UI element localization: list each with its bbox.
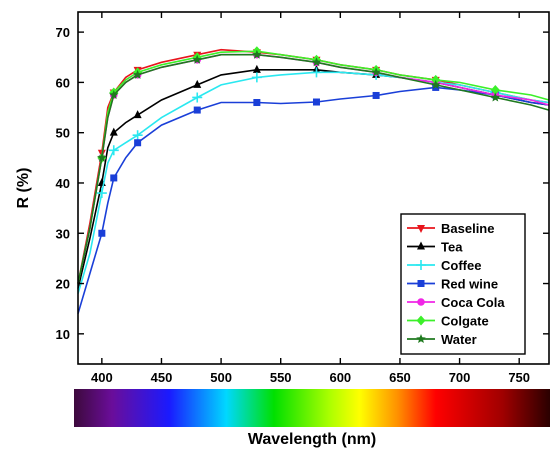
legend-item-red-wine: Red wine (407, 277, 498, 292)
data-point-red-wine (312, 98, 320, 106)
data-point-water (311, 57, 322, 67)
data-point-colgate (490, 84, 500, 95)
data-point-water (97, 152, 107, 162)
wavelength-color-bar (74, 389, 550, 427)
data-point-red-wine (134, 139, 142, 147)
data-point-red-wine (193, 106, 201, 114)
data-point-red-wine (253, 99, 261, 107)
data-point-tea (109, 127, 118, 136)
y-tick-label: 60 (56, 75, 70, 90)
x-tick-label: 600 (329, 370, 351, 385)
data-point-water (371, 67, 381, 77)
x-tick-label: 650 (389, 370, 411, 385)
x-tick-label: 500 (210, 370, 232, 385)
x-tick-label: 700 (449, 370, 471, 385)
legend-marker (417, 298, 425, 306)
y-axis-title: R (%) (15, 168, 32, 209)
data-point-water (132, 69, 143, 79)
series-water (77, 49, 550, 284)
legend: Baseline Tea Coffee Red wine Coca Cola Colgat… (400, 213, 526, 355)
legend-marker (416, 334, 426, 343)
data-point-coffee (192, 92, 203, 103)
spectrum-gradient (74, 389, 550, 427)
data-point-coffee (311, 67, 322, 78)
legend-label: Coca Cola (441, 295, 505, 310)
legend-item-coca-cola: Coca Cola (407, 295, 505, 310)
legend-marker (416, 315, 426, 326)
legend-item-water: Water (407, 332, 477, 347)
x-tick-label: 400 (91, 370, 113, 385)
legend-item-coffee: Coffee (407, 258, 481, 273)
data-point-red-wine (98, 229, 106, 237)
x-axis-title: Wavelength (nm) (248, 431, 376, 448)
legend-marker (416, 260, 426, 270)
data-point-water (431, 79, 441, 89)
y-tick-label: 30 (56, 226, 70, 241)
data-point-tea (252, 64, 261, 73)
legend-label: Coffee (441, 258, 481, 273)
y-tick-label: 40 (56, 176, 70, 191)
legend-label: Colgate (441, 314, 489, 329)
data-point-tea (193, 79, 202, 88)
data-point-red-wine (110, 174, 118, 182)
legend-item-colgate: Colgate (407, 314, 489, 329)
x-tick-label: 750 (508, 370, 530, 385)
data-point-red-wine (372, 91, 380, 99)
plot-frame (77, 11, 550, 365)
legend-marker (417, 241, 425, 250)
data-point-water (490, 92, 501, 102)
legend-marker (417, 280, 425, 287)
data-point-tea (133, 110, 142, 119)
legend-label: Water (441, 332, 477, 347)
x-tick-label: 450 (151, 370, 173, 385)
y-tick-label: 20 (56, 277, 70, 292)
data-point-coffee (132, 130, 143, 141)
series-layer (77, 46, 550, 314)
legend-label: Red wine (441, 277, 498, 292)
data-point-water (252, 49, 262, 59)
axes: 400 450 500 550 600 650 700 750 10 20 30 40 50 60 70 (56, 11, 550, 385)
data-point-colgate (431, 74, 441, 85)
x-tick-label: 550 (270, 370, 292, 385)
data-point-water (192, 54, 202, 64)
data-point-coffee (108, 145, 119, 156)
legend-marker (417, 225, 425, 233)
data-point-water (109, 90, 119, 99)
y-tick-label: 50 (56, 126, 70, 141)
legend-item-baseline: Baseline (407, 221, 494, 236)
legend-label: Tea (441, 240, 463, 255)
data-point-coffee (251, 72, 262, 83)
legend-label: Baseline (441, 221, 494, 236)
legend-item-tea: Tea (407, 240, 463, 255)
data-point-coffee (96, 188, 107, 199)
data-point-red-wine (432, 83, 440, 91)
y-tick-label: 10 (56, 327, 70, 342)
y-tick-label: 70 (56, 25, 70, 40)
